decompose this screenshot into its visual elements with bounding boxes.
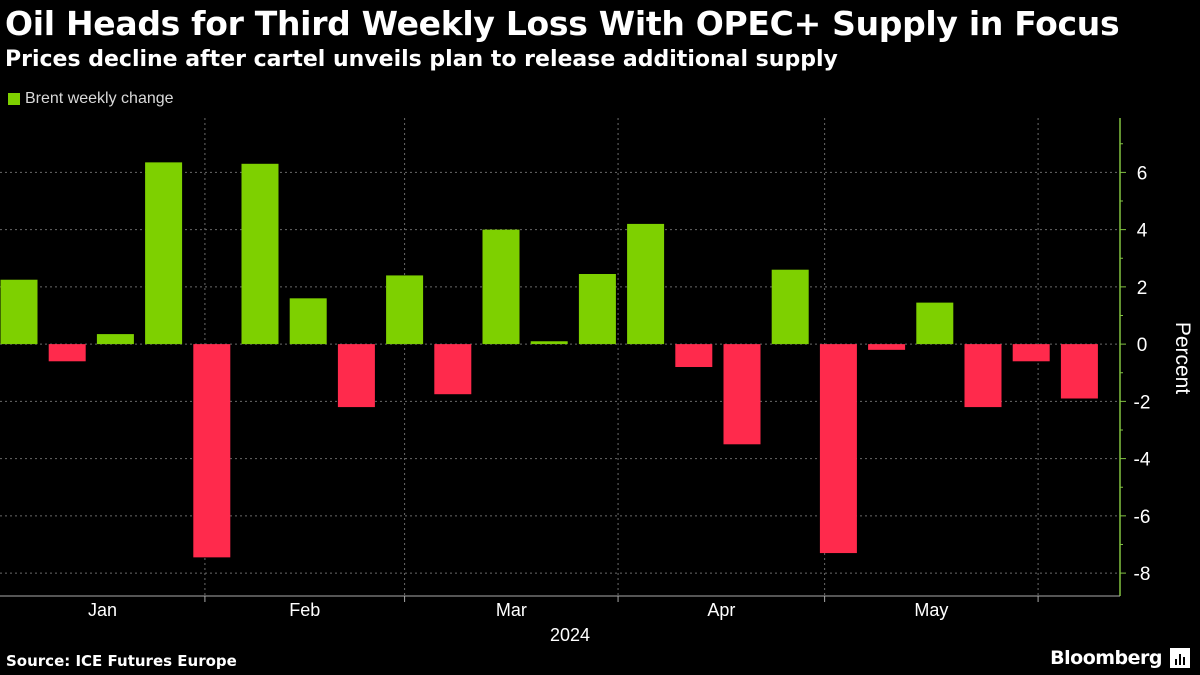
y-axis-label: Percent [1171,322,1194,395]
brand-logo: Bloomberg [1050,647,1190,669]
bar [771,269,809,345]
bar [96,334,134,345]
x-tick-label: Jan [88,600,117,620]
bloomberg-terminal-icon [1170,648,1190,668]
chart-title: Oil Heads for Third Weekly Loss With OPE… [5,4,1120,43]
bar [868,344,906,350]
bar [482,229,520,345]
x-tick-label: Apr [707,600,735,620]
bar [578,273,616,345]
bar [627,223,665,345]
bar [1060,344,1098,399]
x-axis-year-label: 2024 [550,625,590,645]
legend-label: Brent weekly change [25,90,174,107]
bar [289,298,327,345]
y-tick-label: 2 [1137,278,1148,299]
y-tick-label: -2 [1134,392,1151,413]
y-tick-label: 0 [1137,335,1148,356]
bar [675,344,713,368]
legend: Brent weekly change [8,90,174,108]
bar [145,162,183,345]
bars [0,162,1098,558]
bar [337,344,375,408]
x-tick-label: May [914,600,948,620]
y-tick-label: -8 [1134,564,1151,585]
axes: 6 4 2 0 -2 -4 -6 -8 Jan Feb Mar Apr May [0,118,1151,620]
bar [1012,344,1050,362]
x-tick-label: Feb [289,600,320,620]
chart-subtitle: Prices decline after cartel unveils plan… [5,47,838,72]
brand-name: Bloomberg [1050,647,1162,669]
bar [723,344,761,445]
source-note: Source: ICE Futures Europe [6,652,237,670]
bar [193,344,231,558]
y-tick-label: -4 [1134,450,1151,471]
bar [241,163,279,345]
legend-swatch [8,93,20,105]
bar [530,341,568,345]
x-tick-label: Mar [496,600,527,620]
bar [964,344,1002,408]
bar [916,302,954,345]
bar [386,275,424,345]
bar [48,344,86,362]
bar [819,344,857,554]
y-tick-label: -6 [1134,507,1151,528]
y-tick-label: 6 [1137,163,1148,184]
y-tick-label: 4 [1137,221,1148,242]
bar [434,344,472,395]
bar [0,279,38,345]
